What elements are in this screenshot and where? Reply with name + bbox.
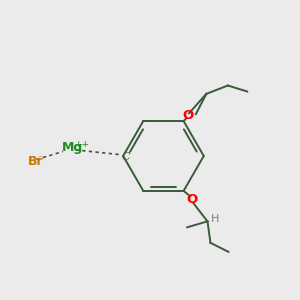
Text: O: O (187, 193, 198, 206)
Text: C: C (121, 152, 130, 163)
Text: ++: ++ (74, 140, 89, 148)
Text: Br: Br (28, 155, 43, 168)
Text: ⁻: ⁻ (38, 154, 43, 164)
Text: Mg: Mg (62, 141, 83, 154)
Text: H: H (211, 214, 219, 224)
Text: O: O (182, 109, 194, 122)
